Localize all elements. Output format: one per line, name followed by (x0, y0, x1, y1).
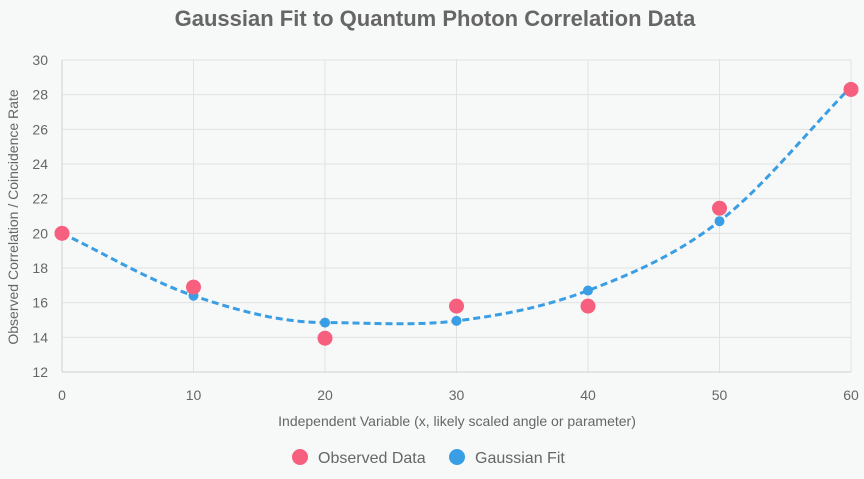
y-tick-label: 26 (32, 121, 48, 137)
observed-data-point-2[interactable] (317, 330, 333, 346)
x-tick-label: 10 (186, 387, 202, 403)
x-tick-label: 30 (449, 387, 465, 403)
y-axis-ticks: 12 14 16 18 20 22 24 26 28 30 (32, 52, 48, 380)
x-tick-label: 0 (58, 387, 66, 403)
y-axis-label: Observed Correlation / Coincidence Rate (5, 89, 21, 344)
y-tick-label: 22 (32, 191, 48, 207)
y-tick-label: 24 (32, 156, 48, 172)
legend: Observed Data Gaussian Fit (292, 449, 565, 467)
x-tick-label: 40 (580, 387, 596, 403)
observed-data-point-1[interactable] (186, 279, 201, 295)
gaussian-fit-point-4[interactable] (583, 285, 593, 296)
y-tick-label: 28 (32, 87, 48, 103)
gaussian-fit-point-5[interactable] (714, 216, 725, 227)
observed-data-point-3[interactable] (449, 298, 464, 314)
observed-data-point-5[interactable] (712, 200, 727, 216)
legend-swatch-observed-data (292, 449, 308, 465)
legend-item-gaussian-fit[interactable]: Gaussian Fit (449, 449, 565, 467)
legend-swatch-gaussian-fit (449, 449, 465, 465)
x-axis-ticks: 0 10 20 30 40 50 60 (58, 387, 859, 403)
y-tick-label: 14 (32, 329, 48, 345)
gaussian-fit-point-2[interactable] (320, 317, 330, 328)
y-tick-label: 30 (32, 52, 48, 68)
y-tick-label: 18 (32, 260, 48, 276)
observed-data-point-0[interactable] (54, 225, 70, 241)
observed-data-point-4[interactable] (580, 298, 596, 314)
observed-data-point-6[interactable] (843, 81, 859, 97)
y-tick-label: 12 (32, 364, 48, 380)
x-axis-label: Independent Variable (x, likely scaled a… (278, 413, 636, 429)
chart-title: Gaussian Fit to Quantum Photon Correlati… (175, 6, 696, 31)
x-tick-label: 20 (317, 387, 333, 403)
y-tick-label: 20 (32, 225, 48, 241)
x-tick-label: 50 (712, 387, 728, 403)
series-layer (54, 81, 859, 346)
legend-item-observed-data[interactable]: Observed Data (292, 449, 426, 467)
y-tick-label: 16 (32, 295, 48, 311)
legend-label-observed-data: Observed Data (318, 450, 426, 467)
x-tick-label: 60 (843, 387, 859, 403)
gaussian-fit-point-3[interactable] (451, 315, 462, 326)
legend-label-gaussian-fit: Gaussian Fit (475, 450, 565, 467)
